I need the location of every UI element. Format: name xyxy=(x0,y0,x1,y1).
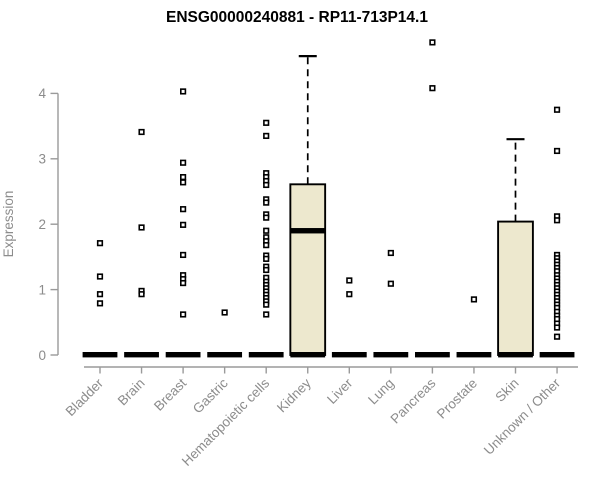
data-point xyxy=(221,309,228,316)
data-point xyxy=(553,333,561,340)
data-point xyxy=(138,291,145,298)
data-point xyxy=(96,291,104,298)
data-point xyxy=(346,277,353,284)
median-line xyxy=(290,228,326,234)
x-tick-label: Prostate xyxy=(434,376,480,422)
zero-bar xyxy=(331,352,367,358)
data-point xyxy=(180,88,187,95)
data-point xyxy=(180,179,187,186)
data-point xyxy=(553,106,561,113)
zero-bar xyxy=(82,352,118,358)
data-point xyxy=(180,311,187,318)
data-point xyxy=(429,85,436,92)
zero-bar xyxy=(248,352,284,358)
data-point xyxy=(180,221,187,228)
zero-bar xyxy=(415,352,450,358)
x-tick-label: Unknown / Other xyxy=(481,375,564,458)
data-point xyxy=(263,132,270,140)
data-point xyxy=(96,240,104,247)
data-point xyxy=(429,39,436,46)
y-tick-label: 3 xyxy=(38,152,46,167)
x-tick-label: Lung xyxy=(365,376,397,408)
data-point xyxy=(180,279,187,287)
zero-bar xyxy=(498,352,533,358)
data-point xyxy=(180,251,187,259)
zero-bar xyxy=(290,352,326,358)
x-tick-label: Gastric xyxy=(190,375,231,416)
data-point xyxy=(553,147,561,155)
data-point xyxy=(180,206,187,213)
data-point xyxy=(138,224,145,231)
data-point xyxy=(263,255,270,262)
data-point xyxy=(263,227,270,234)
data-point xyxy=(263,266,270,274)
y-tick-label: 2 xyxy=(38,217,46,232)
data-point xyxy=(96,300,104,307)
x-tick-label: Pancreas xyxy=(388,375,439,426)
data-point xyxy=(263,119,270,126)
data-point xyxy=(263,242,270,249)
y-tick-label: 4 xyxy=(38,86,46,101)
data-point xyxy=(263,181,270,189)
zero-bar xyxy=(539,352,575,358)
data-point xyxy=(553,217,561,224)
data-point xyxy=(263,311,270,318)
data-point xyxy=(470,296,478,303)
data-point xyxy=(180,159,187,166)
zero-bar xyxy=(207,352,243,358)
x-tick-label: Liver xyxy=(324,375,356,407)
y-axis-label: Expression xyxy=(1,191,16,258)
zero-bar xyxy=(124,352,159,358)
data-point xyxy=(346,291,353,298)
x-tick-label: Bladder xyxy=(63,375,107,419)
data-point xyxy=(96,273,104,280)
data-point xyxy=(387,280,394,287)
data-point xyxy=(138,128,145,136)
x-tick-label: Breast xyxy=(151,375,189,413)
data-point xyxy=(553,324,561,331)
data-point xyxy=(263,199,270,206)
x-tick-label: Kidney xyxy=(274,375,314,415)
data-point xyxy=(263,214,270,221)
y-tick-label: 1 xyxy=(38,282,46,297)
data-point xyxy=(180,174,187,181)
box xyxy=(289,183,327,356)
zero-bar xyxy=(373,352,409,358)
x-tick-label: Skin xyxy=(492,376,521,405)
x-tick-label: Brain xyxy=(115,376,148,409)
box xyxy=(497,220,534,356)
data-point xyxy=(263,301,270,308)
y-tick-label: 0 xyxy=(38,348,46,363)
zero-bar xyxy=(165,352,201,358)
chart-title: ENSG00000240881 - RP11-713P14.1 xyxy=(166,9,428,26)
zero-bar xyxy=(456,352,492,358)
data-point xyxy=(387,249,394,257)
